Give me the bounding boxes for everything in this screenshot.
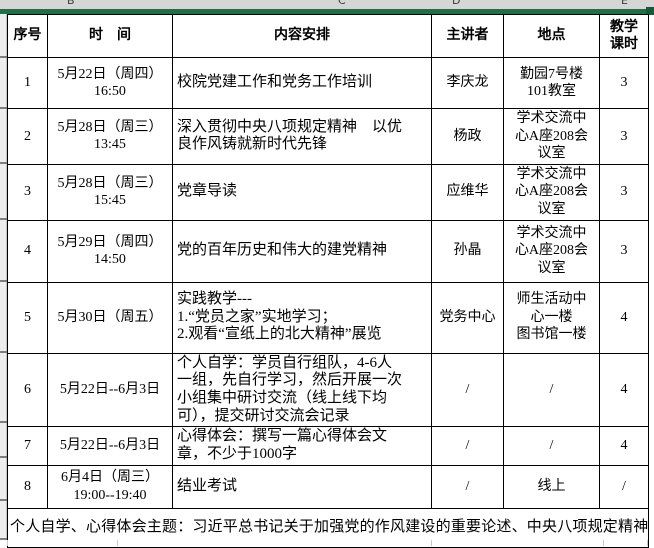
cell-seq[interactable]: 6 [7, 352, 48, 428]
row-boundary-tick [0, 538, 7, 540]
cell-hours[interactable]: 3 [599, 163, 649, 221]
cell-speaker[interactable]: 李庆龙 [431, 57, 504, 109]
column-letter: E [621, 0, 628, 7]
cell-time[interactable]: 5月22日--6月3日 [47, 426, 173, 466]
cell-hours[interactable]: 4 [599, 281, 649, 354]
row-boundary-tick [0, 421, 7, 423]
cell-hours[interactable]: 3 [599, 219, 649, 283]
table-row: 8 6月4日（周三） 19:00--19:40 结业考试 / 线上 / [7, 464, 649, 509]
table-row: 2 5月28日（周三） 13:45 深入贯彻中央八项规定精神 以优 良作风铸就新… [7, 108, 649, 165]
row-boundary-tick [0, 218, 7, 220]
cell-hours[interactable]: 3 [599, 57, 649, 109]
cell-time[interactable]: 5月28日（周三） 15:45 [47, 163, 173, 221]
cell-location[interactable]: 师生活动中 心一楼 图书馆一楼 [503, 281, 600, 354]
cell-hours[interactable]: 4 [599, 426, 649, 466]
cell-content[interactable]: 实践教学--- 1.“党员之家”实地学习； 2.观看“宣纸上的北大精神”展览 [172, 281, 432, 354]
footer-note-cell[interactable]: 个人自学、心得体会主题：习近平总书记关于加强党的作风建设的重要论述、中央八项规定… [7, 507, 649, 548]
cell-speaker[interactable]: 党务中心 [431, 281, 504, 354]
column-letter: C [338, 0, 346, 7]
cell-seq[interactable]: 8 [7, 464, 48, 509]
cell-content[interactable]: 深入贯彻中央八项规定精神 以优 良作风铸就新时代先锋 [172, 108, 432, 165]
training-schedule-table: 序号 时 间 内容安排 主讲者 地点 教学 课时 1 5月22日（周四） 16:… [7, 14, 649, 548]
row-boundary-tick [0, 280, 7, 282]
footer-row: 个人自学、心得体会主题：习近平总书记关于加强党的作风建设的重要论述、中央八项规定… [7, 507, 649, 548]
cell-hours[interactable]: 3 [599, 108, 649, 165]
cell-content[interactable]: 党的百年历史和伟大的建党精神 [172, 219, 432, 283]
cell-content[interactable]: 校院党建工作和党务工作培训 [172, 57, 432, 109]
cell-location[interactable]: 勤园7号楼 101教室 [503, 57, 600, 109]
cell-location[interactable]: 学术交流中 心A座208会 议室 [503, 108, 600, 165]
cell-seq[interactable]: 4 [7, 219, 48, 283]
row-boundary-tick [0, 107, 7, 109]
selection-border-bar [0, 9, 654, 14]
cell-hours[interactable]: / [599, 464, 649, 509]
cell-location[interactable]: / [503, 352, 600, 428]
table-row: 7 5月22日--6月3日 心得体会：撰写一篇心得体会文 章，不少于1000字 … [7, 426, 649, 466]
row-header-strip[interactable] [0, 14, 7, 540]
cell-location[interactable]: 线上 [503, 464, 600, 509]
gridline [647, 540, 648, 546]
cell-speaker[interactable]: 杨政 [431, 108, 504, 165]
row-boundary-tick [0, 351, 7, 353]
row-boundary-tick [0, 162, 7, 164]
row-boundary-tick [0, 499, 7, 501]
table-row: 1 5月22日（周四） 16:50 校院党建工作和党务工作培训 李庆龙 勤园7号… [7, 57, 649, 109]
cell-content[interactable]: 心得体会：撰写一篇心得体会文 章，不少于1000字 [172, 426, 432, 466]
cell-seq[interactable]: 2 [7, 108, 48, 165]
cell-speaker[interactable]: / [431, 352, 504, 428]
gridline [603, 540, 604, 546]
cell-seq[interactable]: 1 [7, 57, 48, 109]
cell-content[interactable]: 个人自学：学员自行组队，4-6人 一组，先自行学习，然后开展一次 小组集中研讨交… [172, 352, 432, 428]
selection-fill-handle[interactable] [646, 7, 654, 15]
cell-seq[interactable]: 7 [7, 426, 48, 466]
row-boundary-tick [0, 56, 7, 58]
gridline [117, 540, 118, 546]
cell-content[interactable]: 党章导读 [172, 163, 432, 221]
cell-location[interactable]: 学术交流中 心A座208会 议室 [503, 163, 600, 221]
cell-speaker[interactable]: 孙晶 [431, 219, 504, 283]
header-hours[interactable]: 教学 课时 [599, 14, 649, 58]
cell-content[interactable]: 结业考试 [172, 464, 432, 509]
cell-time[interactable]: 5月29日（周四） 14:50 [47, 219, 173, 283]
row-boundary-tick [0, 456, 7, 458]
cell-time[interactable]: 5月30日（周五） [47, 281, 173, 354]
cell-speaker[interactable]: 应维华 [431, 163, 504, 221]
column-letter: B [67, 0, 75, 7]
cell-time[interactable]: 6月4日（周三） 19:00--19:40 [47, 464, 173, 509]
cell-time[interactable]: 5月22日（周四） 16:50 [47, 57, 173, 109]
header-content[interactable]: 内容安排 [172, 14, 432, 58]
table-row: 6 5月22日--6月3日 个人自学：学员自行组队，4-6人 一组，先自行学习，… [7, 352, 649, 428]
header-time[interactable]: 时 间 [47, 14, 173, 58]
column-letter: D [452, 0, 461, 7]
gridline [7, 540, 8, 546]
gridline [431, 540, 432, 546]
cell-hours[interactable]: 4 [599, 352, 649, 428]
cell-location[interactable]: / [503, 426, 600, 466]
cell-location[interactable]: 学术交流中 心A座208会 议室 [503, 219, 600, 283]
header-location[interactable]: 地点 [503, 14, 600, 58]
header-speaker[interactable]: 主讲者 [431, 14, 504, 58]
cell-speaker[interactable]: / [431, 426, 504, 466]
header-row: 序号 时 间 内容安排 主讲者 地点 教学 课时 [7, 14, 649, 58]
cell-speaker[interactable]: / [431, 464, 504, 509]
table-row: 5 5月30日（周五） 实践教学--- 1.“党员之家”实地学习； 2.观看“宣… [7, 281, 649, 354]
cell-time[interactable]: 5月28日（周三） 13:45 [47, 108, 173, 165]
cell-time[interactable]: 5月22日--6月3日 [47, 352, 173, 428]
cell-seq[interactable]: 5 [7, 281, 48, 354]
header-seq[interactable]: 序号 [7, 14, 48, 58]
table-row: 3 5月28日（周三） 15:45 党章导读 应维华 学术交流中 心A座208会… [7, 163, 649, 221]
cell-seq[interactable]: 3 [7, 163, 48, 221]
table-row: 4 5月29日（周四） 14:50 党的百年历史和伟大的建党精神 孙晶 学术交流… [7, 219, 649, 283]
